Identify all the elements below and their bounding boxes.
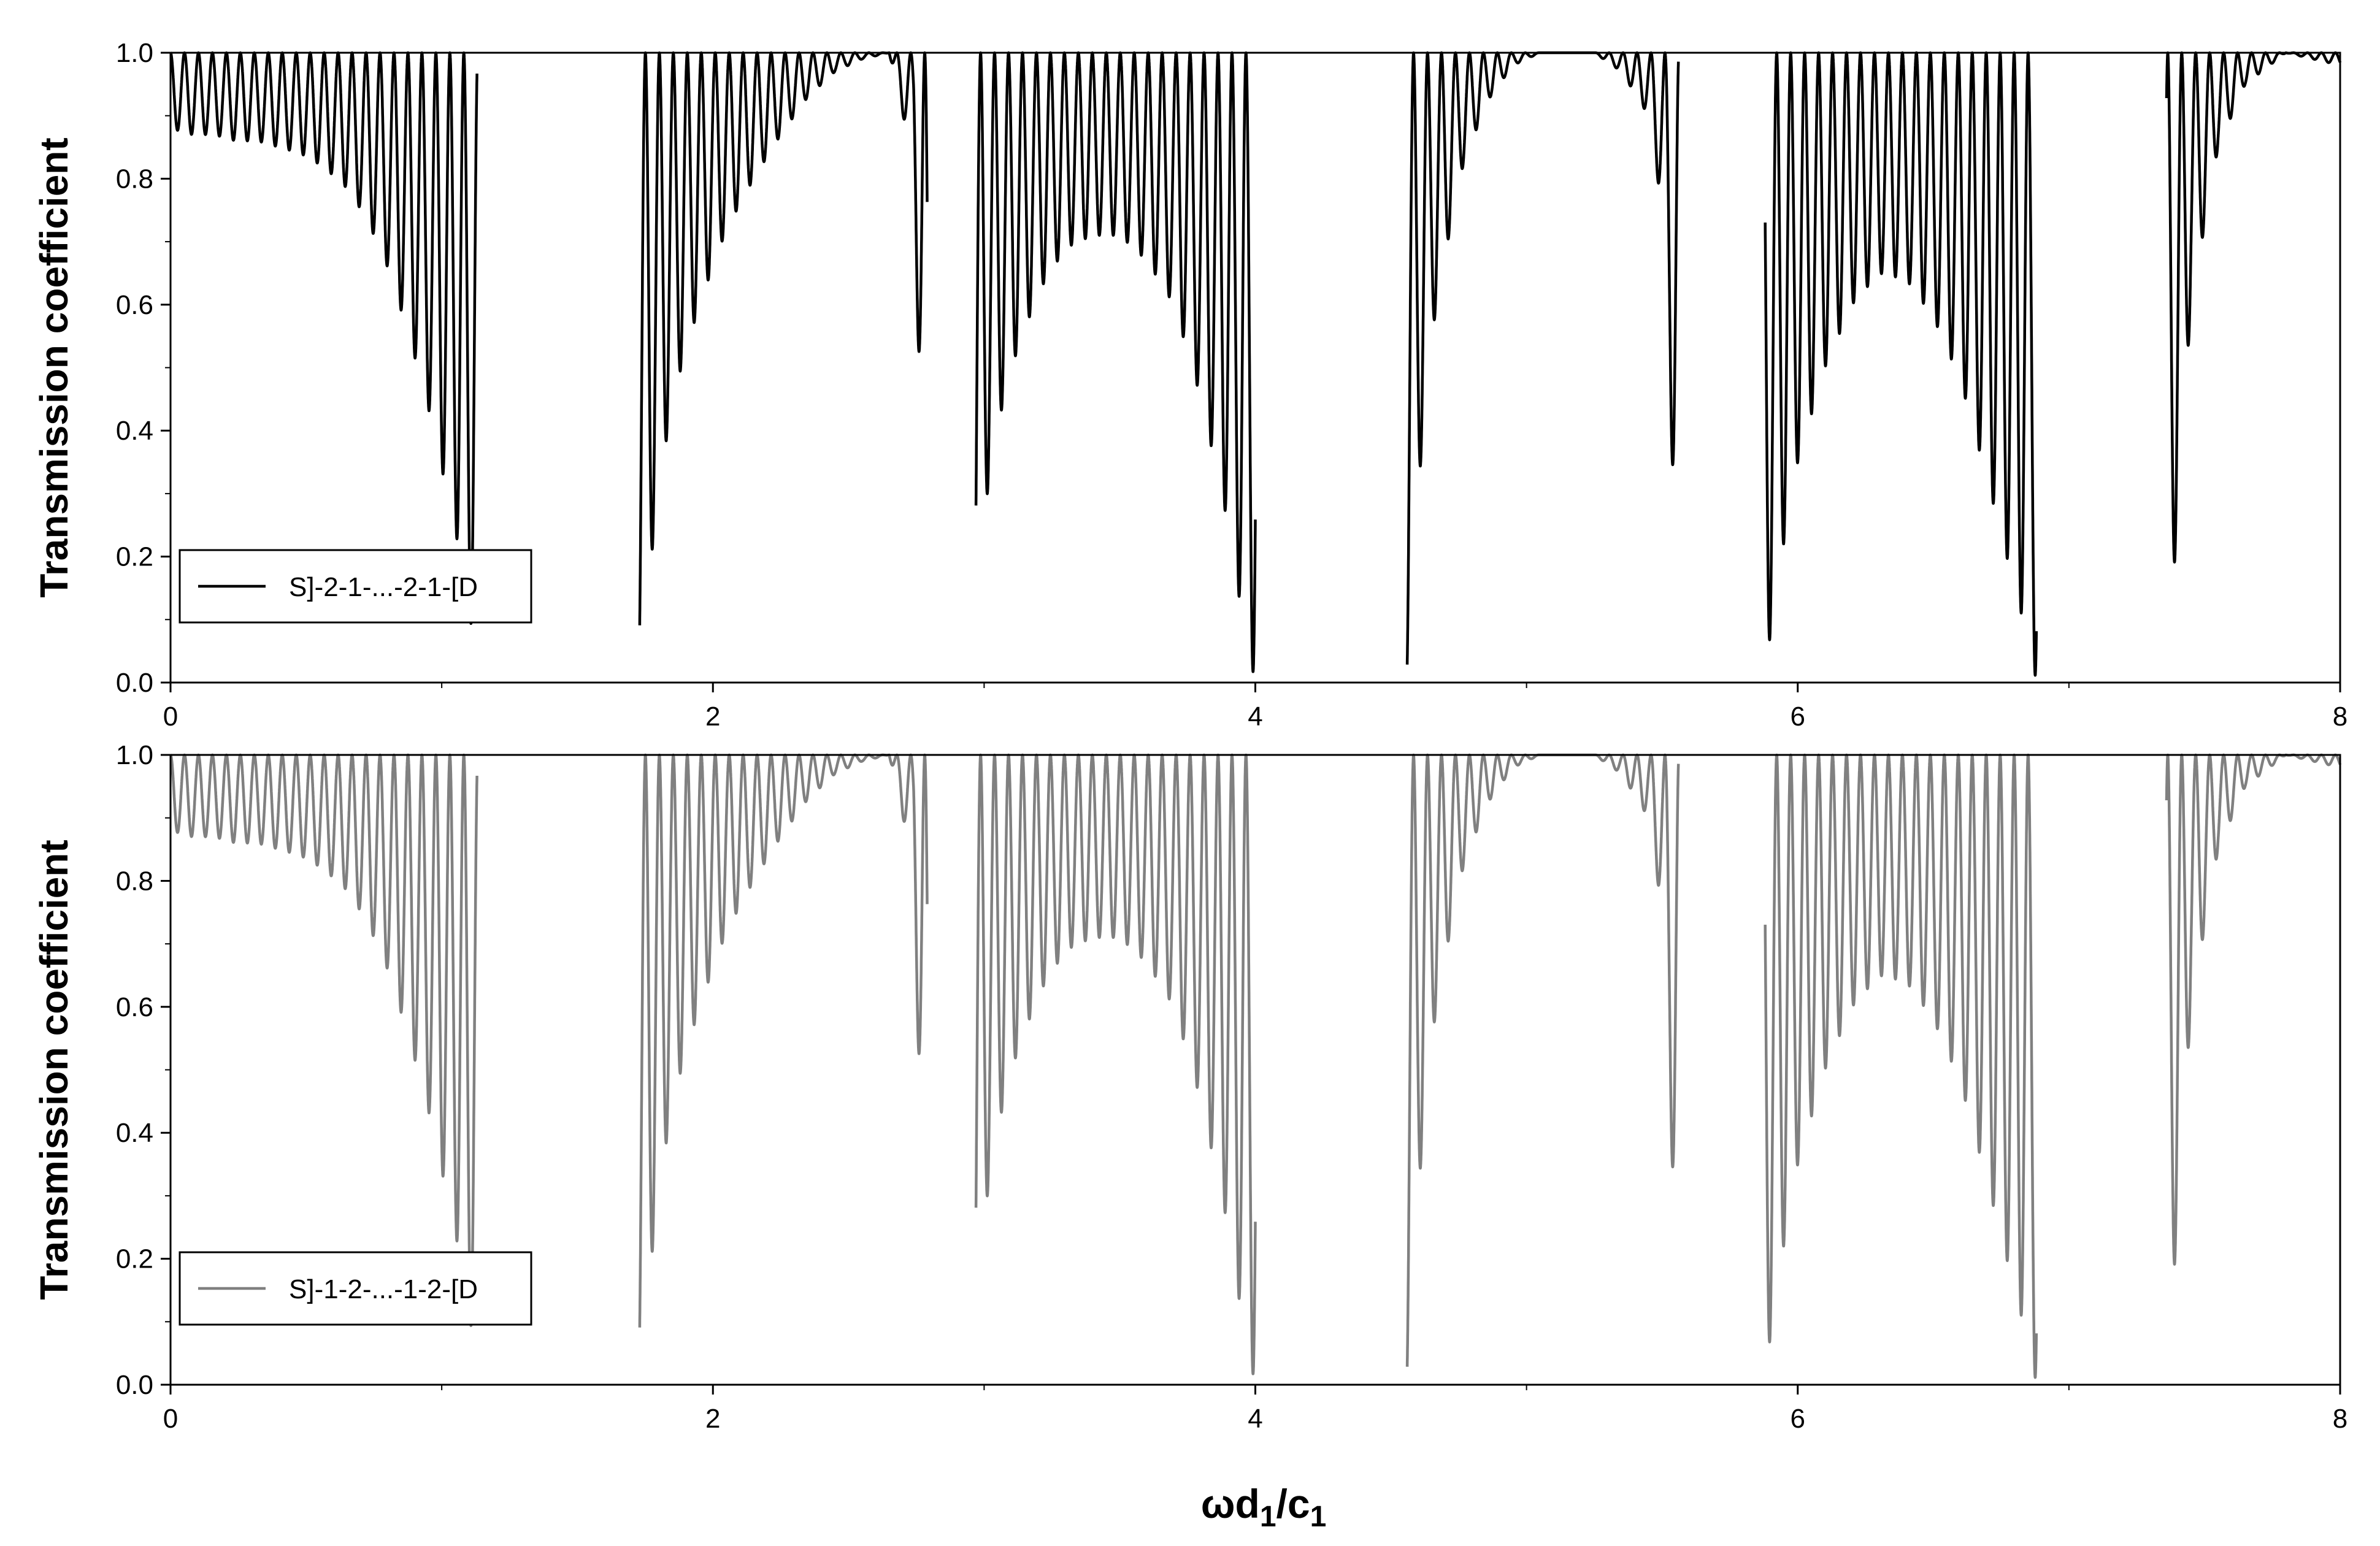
x-tick-label: 4 (1248, 702, 1262, 732)
x-tick-label: 8 (2333, 702, 2347, 732)
y-tick-label: 0.8 (116, 164, 153, 194)
x-axis-title: ωd1/c1 (1201, 1481, 1327, 1533)
y-tick-label: 0.0 (116, 668, 153, 698)
legend-label: S]-1-2-...-1-2-[D (289, 1274, 478, 1304)
y-tick-label: 0.2 (116, 1244, 153, 1274)
x-tick-label: 2 (705, 1404, 720, 1434)
y-axis-title: Transmission coefficient (32, 137, 76, 597)
x-tick-label: 8 (2333, 1404, 2347, 1434)
y-tick-label: 0.6 (116, 992, 153, 1022)
x-tick-label: 2 (705, 702, 720, 732)
x-tick-label: 0 (163, 702, 178, 732)
y-tick-label: 0.4 (116, 416, 153, 446)
legend-label: S]-2-1-...-2-1-[D (289, 572, 478, 602)
x-tick-label: 6 (1791, 702, 1805, 732)
y-tick-label: 0.0 (116, 1370, 153, 1400)
y-tick-label: 1.0 (116, 740, 153, 770)
bottom-panel: 0.0 0.2 0.4 0.6 0.8 1.0 0 2 4 6 8 Transmission coef… (32, 740, 2347, 1434)
y-tick-label: 0.6 (116, 290, 153, 320)
x-tick-label: 6 (1791, 1404, 1805, 1434)
y-tick-label: 0.8 (116, 866, 153, 896)
x-tick-label: 0 (163, 1404, 178, 1434)
y-axis-title: Transmission coefficient (32, 840, 76, 1299)
x-tick-label: 4 (1248, 1404, 1262, 1434)
top-panel: 0.0 0.2 0.4 0.6 0.8 1.0 0 2 4 6 8 Transmission coef… (32, 38, 2347, 732)
y-tick-label: 0.2 (116, 542, 153, 572)
y-tick-label: 0.4 (116, 1118, 153, 1148)
y-tick-label: 1.0 (116, 38, 153, 68)
